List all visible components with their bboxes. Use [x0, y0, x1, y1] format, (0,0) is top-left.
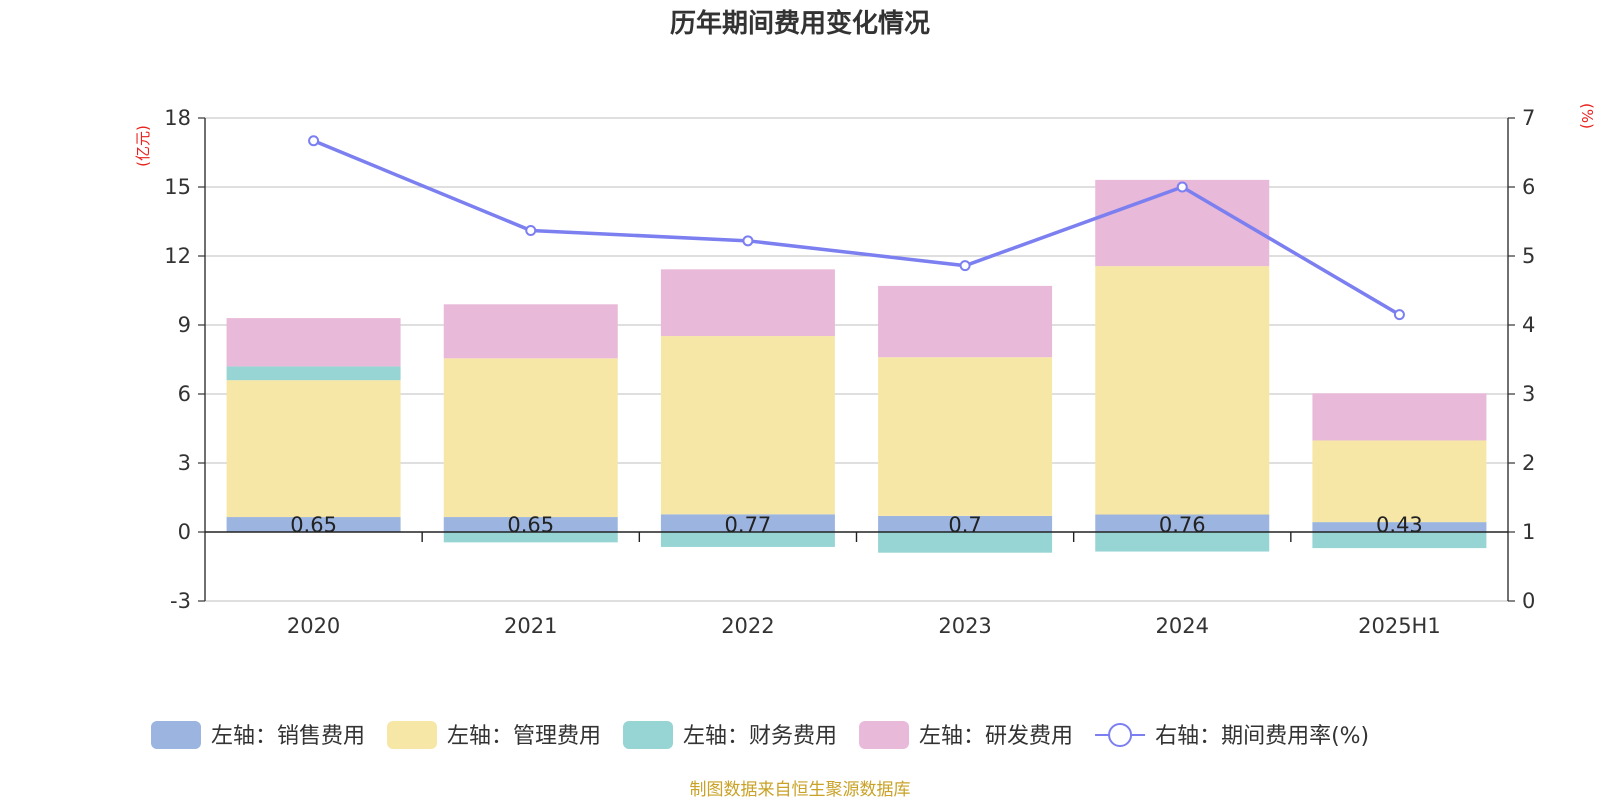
x-tick-label: 2020	[287, 614, 340, 638]
bar-segment	[443, 517, 618, 532]
left-tick-label: 15	[164, 175, 191, 199]
data-label: 0.65	[507, 513, 554, 537]
x-tick-label: 2025H1	[1358, 614, 1441, 638]
bar-labels: 0.65 0.65 0.77 0.7 0.76 0.43	[290, 513, 1423, 537]
x-tick-label: 2023	[938, 614, 991, 638]
axes: 18 15 12 9 6 3 0 -3 7 6 5 4 3 2 1 0 2020 2021 2022 2023 2024…	[164, 106, 1535, 638]
right-tick-label: 7	[1522, 106, 1535, 130]
bar-segment	[226, 366, 401, 381]
right-tick-label: 5	[1522, 244, 1535, 268]
bar-segment	[878, 285, 1053, 358]
data-label: 0.65	[290, 513, 337, 537]
rate-line	[308, 135, 1405, 321]
left-tick-label: 12	[164, 244, 191, 268]
bar-segment	[443, 532, 618, 543]
legend-swatch	[151, 721, 201, 749]
bar-segment	[878, 357, 1053, 516]
legend-item[interactable]: 左轴：财务费用	[623, 721, 837, 749]
bar-segment	[1095, 514, 1270, 532]
bar-segment	[1312, 532, 1487, 549]
legend-marker	[1108, 723, 1133, 747]
right-tick-label: 6	[1522, 175, 1535, 199]
rate-point	[308, 135, 320, 147]
right-tick-label: 0	[1522, 589, 1535, 613]
legend-swatch	[387, 721, 438, 749]
left-tick-label: 6	[178, 382, 191, 406]
bar-segment	[878, 515, 1053, 532]
rate-point	[1176, 181, 1188, 193]
right-tick-label: 2	[1522, 451, 1535, 475]
left-axis-unit: (亿元)	[134, 125, 152, 167]
bar-segment	[878, 532, 1053, 553]
legend-label: 左轴：研发费用	[919, 724, 1073, 749]
bar-segment	[1312, 440, 1487, 523]
rate-point	[525, 224, 537, 236]
right-tick-label: 1	[1522, 520, 1535, 544]
bar-segment	[1095, 266, 1270, 515]
left-tick-label: 3	[178, 451, 191, 475]
bar-segment	[226, 318, 401, 367]
legend-label: 左轴：财务费用	[683, 724, 837, 749]
left-tick-label: 18	[164, 106, 191, 130]
left-tick-label: -3	[170, 589, 191, 613]
left-tick-label: 0	[178, 520, 191, 544]
legend-label: 左轴：管理费用	[447, 724, 601, 749]
chart-title: 历年期间费用变化情况	[670, 8, 930, 39]
bar-segment	[226, 380, 401, 518]
data-label: 0.77	[725, 513, 772, 537]
data-label: 0.76	[1159, 513, 1206, 537]
legend-item[interactable]: 左轴：研发费用	[859, 721, 1073, 749]
legend: 左轴：销售费用 左轴：管理费用 左轴：财务费用 左轴：研发费用 右轴：期间费用率(%)	[151, 721, 1369, 749]
bar-segment	[1312, 393, 1487, 441]
bar-segment	[226, 517, 401, 532]
right-tick-label: 3	[1522, 382, 1535, 406]
bar-segment	[660, 336, 835, 515]
x-tick-label: 2022	[721, 614, 774, 638]
bar-segment	[443, 304, 618, 359]
legend-item[interactable]: 左轴：管理费用	[387, 721, 601, 749]
bar-segment	[1312, 522, 1487, 532]
right-tick-label: 4	[1522, 313, 1535, 337]
legend-swatch	[859, 721, 910, 749]
bar-segment	[660, 514, 835, 532]
bar-segment	[660, 532, 835, 547]
data-label: 0.7	[948, 513, 981, 537]
left-tick-label: 9	[178, 313, 191, 337]
x-tick-label: 2021	[504, 614, 557, 638]
rate-point	[1393, 309, 1405, 321]
right-axis-unit: (%)	[1578, 103, 1596, 129]
rate-line-path	[312, 139, 1401, 317]
bar-segment	[1095, 532, 1270, 552]
bars	[226, 179, 1487, 553]
bar-segment	[660, 269, 835, 337]
x-tick-label: 2024	[1156, 614, 1209, 638]
rate-point	[742, 235, 754, 247]
source-note: 制图数据来自恒生聚源数据库	[690, 780, 911, 800]
legend-item[interactable]: 右轴：期间费用率(%)	[1095, 723, 1369, 749]
legend-item[interactable]: 左轴：销售费用	[151, 721, 365, 749]
legend-label: 右轴：期间费用率(%)	[1155, 724, 1369, 749]
legend-swatch	[623, 721, 674, 749]
data-label: 0.43	[1376, 513, 1423, 537]
bar-segment	[443, 358, 618, 518]
legend-label: 左轴：销售费用	[211, 724, 365, 749]
rate-point	[959, 260, 971, 272]
